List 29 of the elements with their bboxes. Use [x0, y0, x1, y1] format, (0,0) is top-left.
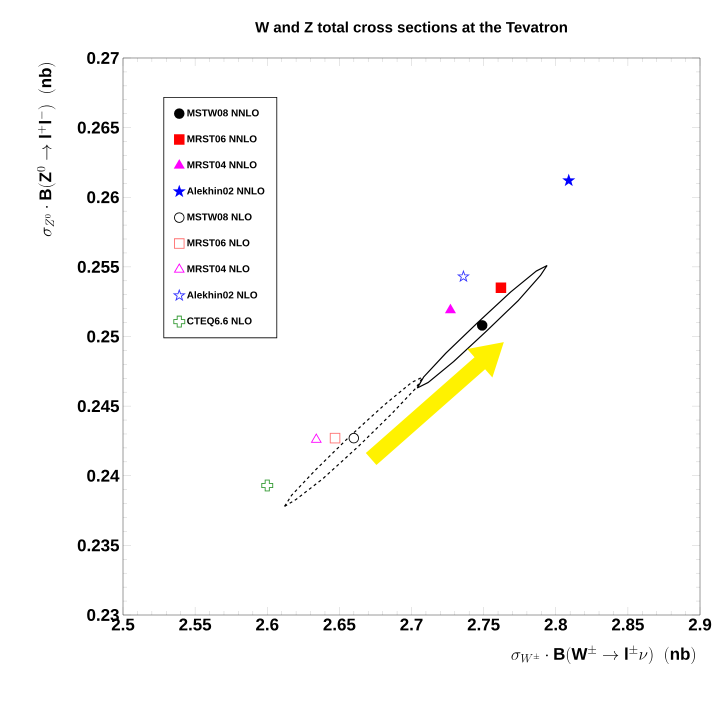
- x-tick-label: 2.55: [179, 618, 212, 631]
- x-tick-label: 2.6: [256, 618, 278, 631]
- x-tick-label: 2.75: [468, 618, 500, 631]
- legend-label: MSTW08 NLO: [187, 213, 252, 220]
- x-tick-label: 2.8: [544, 618, 568, 631]
- legend-label: MRST04 NLO: [187, 265, 250, 272]
- y-axis-title: $\sigma_{Z^{0}} \cdot \mathbf{B}(\mathbf{Z}^{0} \rightarrow \mathbf{l}^{+}\mathbf{l}^{-})\;\; (\mathbf{nb})$: [36, 63, 56, 236]
- legend-label: MRST04 NNLO: [187, 161, 257, 168]
- legend-label: Alekhin02 NLO: [186, 291, 258, 299]
- y-tick-label: 0.23: [87, 608, 119, 622]
- x-tick-label: 2.85: [612, 618, 644, 631]
- y-tick-label: 0.245: [78, 400, 120, 412]
- x-tick-label: 2.65: [323, 618, 356, 631]
- legend-label: CTEQ6.6 NLO: [187, 317, 252, 326]
- y-tick-label: 0.265: [78, 122, 120, 134]
- legend-label: MRST06 NNLO: [187, 135, 257, 142]
- chart-title: W and Z total cross sections at the Tevatron: [255, 22, 567, 32]
- x-tick-label: 2.7: [400, 618, 423, 630]
- y-tick-label: 0.235: [78, 539, 120, 552]
- y-tick-label: 0.27: [87, 52, 119, 64]
- y-tick-label: 0.26: [87, 191, 119, 204]
- y-tick-label: 0.24: [87, 470, 120, 482]
- y-tick-label: 0.255: [78, 260, 120, 273]
- legend-label: MRST06 NLO: [187, 239, 250, 246]
- y-tick-label: 0.25: [87, 330, 120, 342]
- x-tick-label: 2.9: [688, 618, 712, 631]
- x-axis-title: $\sigma_{W^{\pm}} \cdot \mathbf{B}(\mathbf{W}^{\pm} \rightarrow \mathbf{l}^{\pm}\nu)\;\; (\mathbf{nb})$: [512, 646, 695, 664]
- legend-label: Alekhin02 NNLO: [186, 187, 264, 194]
- legend-label: MSTW08 NNLO: [187, 109, 259, 116]
